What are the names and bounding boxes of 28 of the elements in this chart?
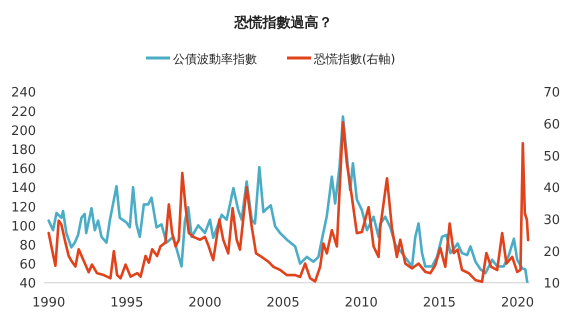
y-tick-label: 80 [19, 238, 36, 254]
x-tick-label: 1990 [32, 296, 66, 311]
y-tick-label: 60 [19, 258, 36, 273]
x-tick-label: 2020 [500, 296, 534, 311]
y-tick-label: 120 [11, 200, 36, 216]
y-tick-label: 240 [11, 86, 36, 101]
y2-tick-label: 50 [543, 149, 560, 164]
y-tick-label: 160 [11, 162, 36, 178]
legend-label: 公債波動率指數 [173, 52, 257, 66]
y2-tick-label: 60 [543, 118, 560, 133]
y-tick-label: 200 [11, 124, 36, 139]
x-tick-label: 2010 [344, 296, 378, 311]
y2-tick-label: 10 [543, 276, 560, 292]
chart-title: 恐慌指數過高？ [234, 14, 332, 31]
x-tick-label: 2015 [422, 296, 456, 311]
y2-tick-label: 40 [543, 181, 560, 196]
y-tick-label: 100 [11, 219, 36, 234]
y2-tick-label: 70 [543, 86, 560, 101]
x-tick-label: 2005 [266, 296, 300, 311]
x-tick-label: 1995 [110, 296, 144, 311]
y2-tick-label: 20 [543, 244, 560, 260]
y2-tick-label: 30 [543, 213, 560, 228]
y-tick-label: 40 [19, 276, 36, 292]
x-tick-label: 2000 [188, 296, 222, 311]
y-tick-label: 180 [11, 143, 36, 158]
legend-label: 恐慌指數(右軸) [313, 52, 396, 66]
y-tick-label: 220 [11, 104, 36, 120]
y-tick-label: 140 [11, 181, 36, 196]
